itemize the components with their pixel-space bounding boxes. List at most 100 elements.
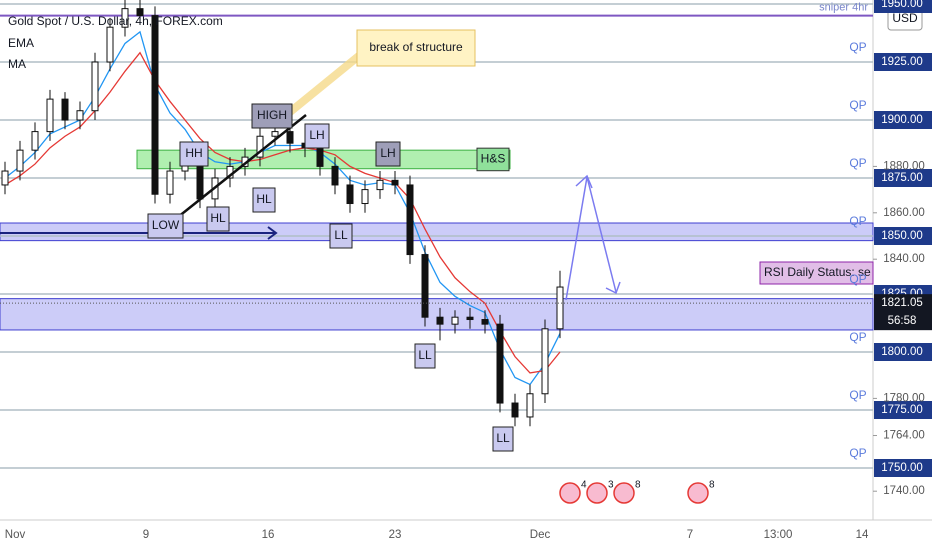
level-label-bg <box>874 401 932 419</box>
level-tag: QP <box>849 446 866 460</box>
pattern-marker-box <box>375 141 401 167</box>
level-label: 1950.00 <box>881 0 923 10</box>
level-label: 1750.00 <box>881 462 923 474</box>
event-icon <box>613 482 635 504</box>
candle-body <box>1 170 9 186</box>
candle-body <box>271 131 279 137</box>
candle-body <box>256 135 264 158</box>
candle-body <box>106 26 114 63</box>
x-tick-label: Dec <box>530 529 551 541</box>
callout-text: break of structure <box>369 40 463 54</box>
candle-body <box>496 323 504 404</box>
x-tick-label: Nov <box>5 529 26 541</box>
candle-body <box>136 8 144 17</box>
candle-body <box>376 179 384 191</box>
pattern-marker-box <box>414 343 436 369</box>
sniper-label: sniper 4hr <box>819 2 868 14</box>
candle-body <box>16 149 24 172</box>
pattern-marker-box <box>492 426 514 452</box>
candle-body <box>466 316 474 321</box>
pattern-marker-box <box>329 223 353 249</box>
pattern-marker: LL <box>418 348 432 362</box>
level-label-bg <box>874 343 932 361</box>
pattern-label: H&S <box>481 152 506 166</box>
y-tick-label: 1840.00 <box>883 253 925 265</box>
level-tag: QP <box>849 156 866 170</box>
pattern-marker: LH <box>309 128 324 142</box>
pattern-marker: LH <box>380 146 395 160</box>
candle-body <box>511 402 519 418</box>
chart-title: Gold Spot / U.S. Dollar, 4h, FOREX.com <box>8 14 223 28</box>
y-tick-label: 1764.00 <box>883 430 925 442</box>
level-label: 1875.00 <box>881 172 923 184</box>
pattern-marker: LL <box>334 228 348 242</box>
candle-body <box>556 286 564 330</box>
pattern-marker-box <box>206 206 230 232</box>
event-icon <box>586 482 608 504</box>
x-tick-label: 14 <box>856 529 869 541</box>
candle-body <box>541 328 549 395</box>
last-price: 1821.05 <box>881 297 923 309</box>
zone <box>0 222 874 242</box>
candle-body <box>166 170 174 195</box>
level-tag: QP <box>849 272 866 286</box>
pattern-marker-box <box>179 141 209 167</box>
event-count: 3 <box>608 480 614 491</box>
y-tick-label: 1860.00 <box>883 207 925 219</box>
pattern-marker: HL <box>210 211 226 225</box>
x-tick-label: 9 <box>143 529 149 541</box>
level-label-bg <box>874 0 932 13</box>
level-label-bg <box>874 111 932 129</box>
level-label-bg <box>874 53 932 71</box>
level-label-bg <box>874 169 932 187</box>
candle-body <box>421 254 429 318</box>
level-label: 1900.00 <box>881 114 923 126</box>
currency[interactable]: USD <box>892 11 918 25</box>
pattern-label-box <box>476 147 510 172</box>
candle-body <box>121 8 129 28</box>
candle-body <box>406 184 414 256</box>
callout-box <box>356 29 476 67</box>
candle-body <box>391 179 399 186</box>
x-tick-label: 16 <box>262 529 275 541</box>
candle-body <box>451 316 459 325</box>
trend-line <box>167 114 307 226</box>
candle-body <box>436 316 444 325</box>
level-label: 1800.00 <box>881 346 923 358</box>
candle-body <box>526 393 534 418</box>
level-label: 1925.00 <box>881 56 923 68</box>
level-label: 1850.00 <box>881 230 923 242</box>
level-tag: QP <box>849 98 866 112</box>
callout-pointer <box>287 51 363 116</box>
pattern-marker: LL <box>496 431 510 445</box>
event-count: 8 <box>635 480 641 491</box>
level-tag: QP <box>849 40 866 54</box>
x-tick-label: 7 <box>687 529 693 541</box>
level-label: 1775.00 <box>881 404 923 416</box>
y-tick-label: 1740.00 <box>883 485 925 497</box>
arrow-head <box>267 226 278 240</box>
pattern-marker: LOW <box>152 218 180 232</box>
rsi-box <box>759 261 874 285</box>
event-count: 8 <box>709 480 715 491</box>
last-price-bg <box>874 294 932 331</box>
pattern-marker-box <box>252 187 276 213</box>
candle-body <box>286 131 294 144</box>
indicator-label: EMA <box>8 36 34 50</box>
candle-body <box>61 98 69 121</box>
event-count: 4 <box>581 480 587 491</box>
candle-body <box>91 61 99 112</box>
candle-body <box>46 98 54 133</box>
rsi-text: RSI Daily Status: se <box>764 265 871 279</box>
countdown: 56:58 <box>888 315 917 327</box>
y-tick-label: 1880.00 <box>883 160 925 172</box>
level-tag: QP <box>849 388 866 402</box>
plot-layer <box>1 0 564 427</box>
x-tick-label: 13:00 <box>764 529 793 541</box>
event-icon <box>687 482 709 504</box>
level-tag: QP <box>849 214 866 228</box>
candle-body <box>331 165 339 186</box>
pattern-marker: HH <box>185 146 202 160</box>
candle-body <box>346 184 354 205</box>
